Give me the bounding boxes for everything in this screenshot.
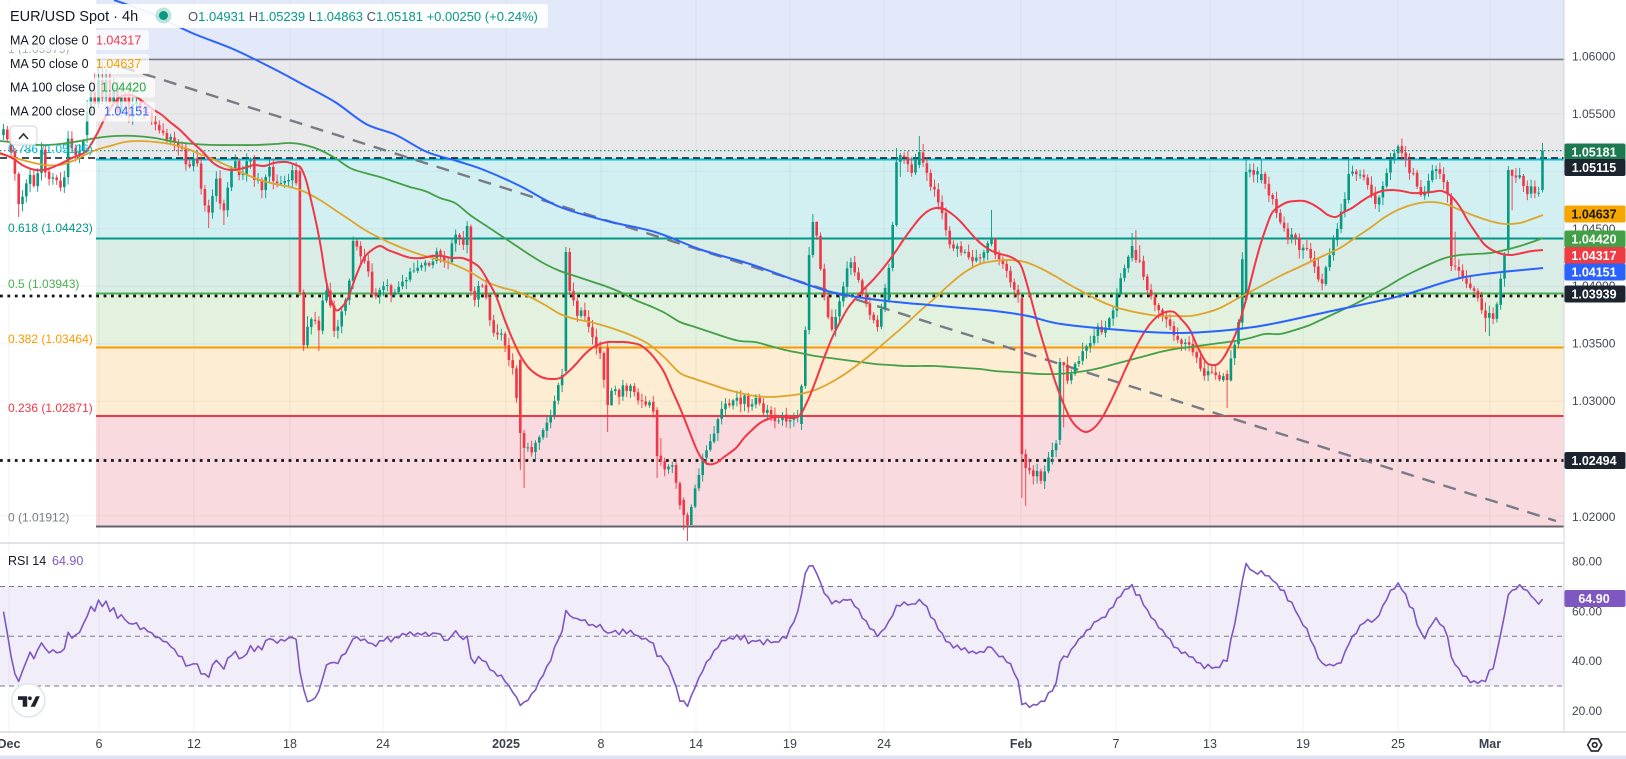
svg-text:MA 50 close 0: MA 50 close 0 <box>10 57 89 71</box>
svg-text:O1.04931 H1.05239 L1.04863 C1.: O1.04931 H1.05239 L1.04863 C1.05181 +0.0… <box>188 9 538 24</box>
svg-text:6: 6 <box>96 737 103 751</box>
svg-text:64.90: 64.90 <box>52 554 83 568</box>
svg-text:25: 25 <box>1391 737 1405 751</box>
svg-text:1.03939: 1.03939 <box>1571 288 1616 302</box>
svg-text:MA 200 close 0: MA 200 close 0 <box>10 105 96 119</box>
svg-text:1.05181: 1.05181 <box>1571 146 1616 160</box>
svg-text:64.90: 64.90 <box>1578 592 1609 606</box>
svg-text:0.382 (1.03464): 0.382 (1.03464) <box>8 332 93 346</box>
svg-text:1.02000: 1.02000 <box>1572 510 1616 524</box>
svg-text:12: 12 <box>187 737 201 751</box>
svg-text:0.618 (1.04423): 0.618 (1.04423) <box>8 221 93 235</box>
svg-text:Feb: Feb <box>1010 737 1033 751</box>
svg-text:0.5 (1.03943): 0.5 (1.03943) <box>8 277 79 291</box>
svg-text:1.04151: 1.04151 <box>1571 266 1616 280</box>
svg-text:24: 24 <box>877 737 891 751</box>
svg-text:20.00: 20.00 <box>1572 704 1602 718</box>
svg-text:60.00: 60.00 <box>1572 604 1602 618</box>
svg-text:1.04317: 1.04317 <box>1571 249 1616 263</box>
svg-text:24: 24 <box>376 737 390 751</box>
svg-text:1.04420: 1.04420 <box>101 81 146 95</box>
svg-text:1.05500: 1.05500 <box>1572 107 1616 121</box>
svg-text:1.03000: 1.03000 <box>1572 394 1616 408</box>
svg-text:14: 14 <box>689 737 703 751</box>
svg-text:19: 19 <box>1296 737 1310 751</box>
svg-text:1.02494: 1.02494 <box>1571 454 1616 468</box>
svg-text:MA 20 close 0: MA 20 close 0 <box>10 34 89 48</box>
svg-text:EUR/USD Spot · 4h: EUR/USD Spot · 4h <box>10 9 138 25</box>
svg-text:80.00: 80.00 <box>1572 555 1602 569</box>
svg-text:1.04420: 1.04420 <box>1571 233 1616 247</box>
svg-text:1.06000: 1.06000 <box>1572 50 1616 64</box>
svg-text:RSI 14: RSI 14 <box>8 554 46 568</box>
svg-text:1.04151: 1.04151 <box>104 105 149 119</box>
svg-text:13: 13 <box>1203 737 1217 751</box>
svg-text:1.03500: 1.03500 <box>1572 337 1616 351</box>
svg-text:Dec: Dec <box>0 737 21 751</box>
svg-text:1.05115: 1.05115 <box>1572 161 1617 175</box>
svg-text:0 (1.01912): 0 (1.01912) <box>8 511 69 525</box>
svg-text:1.04317: 1.04317 <box>96 34 141 48</box>
svg-text:MA 100 close 0: MA 100 close 0 <box>10 81 96 95</box>
svg-text:0.236 (1.02871): 0.236 (1.02871) <box>8 401 93 415</box>
svg-text:8: 8 <box>598 737 605 751</box>
svg-text:7: 7 <box>1113 737 1120 751</box>
svg-text:1.04637: 1.04637 <box>96 57 141 71</box>
svg-text:18: 18 <box>283 737 297 751</box>
svg-text:2025: 2025 <box>492 737 520 751</box>
svg-text:1.04637: 1.04637 <box>1571 208 1616 222</box>
svg-text:40.00: 40.00 <box>1572 654 1602 668</box>
svg-text:19: 19 <box>783 737 797 751</box>
svg-text:Mar: Mar <box>1479 737 1501 751</box>
